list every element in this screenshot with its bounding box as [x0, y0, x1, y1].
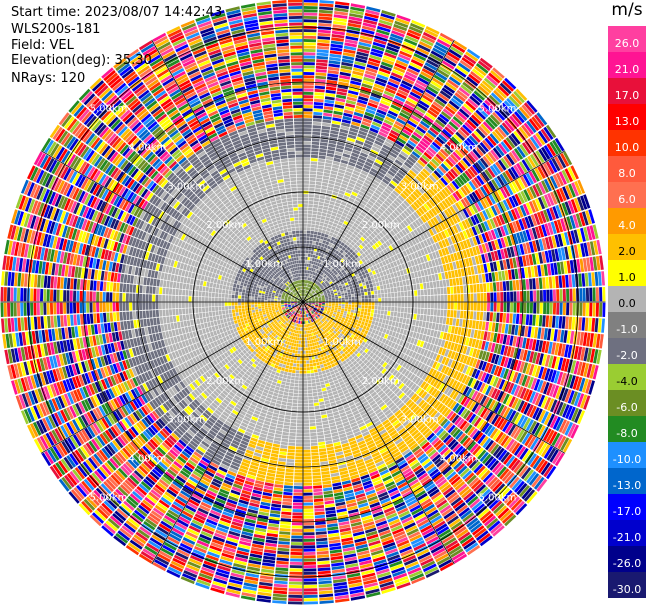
range-ring-label: 3.00km: [401, 415, 439, 426]
colorbar-swatch: [608, 442, 646, 469]
range-ring-label: 2.00km: [206, 376, 244, 387]
colorbar-swatch: [608, 390, 646, 417]
colorbar-swatch: [608, 494, 646, 521]
colorbar-tick-label: -1.0: [616, 323, 637, 336]
colorbar-tick-label: 17.0: [615, 89, 640, 102]
colorbar-tick-label: 10.0: [615, 141, 640, 154]
colorbar-swatch: [608, 546, 646, 573]
colorbar-tick-label: 21.0: [615, 63, 640, 76]
colorbar-swatch: [608, 234, 646, 261]
colorbar-tick-label: 2.0: [618, 245, 636, 258]
instrument-label: WLS200s-181: [11, 22, 101, 37]
colorbar: 26.0 21.0 17.0 13.0 10.0 8.0 6.0 4.0 2.0 1.0 0.0 -1…: [608, 26, 646, 598]
colorbar-tick-label: -2.0: [616, 349, 637, 362]
range-ring-label: 3.00km: [167, 415, 205, 426]
colorbar-tick-label: -30.0: [613, 583, 641, 596]
colorbar-tick-label: 13.0: [615, 115, 640, 128]
colorbar-swatch: [608, 286, 646, 313]
colorbar-swatch: [608, 52, 646, 79]
azimuth-spoke: [40, 150, 304, 303]
velocity-bins: [0, 0, 606, 605]
range-ring-label: 5.00km: [479, 493, 517, 504]
colorbar-swatch: [608, 104, 646, 131]
colorbar-tick-label: -8.0: [616, 427, 637, 440]
azimuth-spokes: [0, 0, 606, 605]
colorbar-tick-label: 4.0: [618, 219, 636, 232]
colorbar-swatch: [608, 156, 646, 183]
elevation-label: Elevation(deg): 35.30: [11, 53, 152, 68]
colorbar-swatch: [608, 260, 646, 287]
range-ring-label: 4.00km: [440, 454, 478, 465]
colorbar-tick-label: 26.0: [615, 37, 640, 50]
colorbar-swatch: [608, 416, 646, 443]
colorbar-swatch: [608, 338, 646, 365]
range-ring-label: 1.00km: [245, 259, 283, 270]
colorbar-tick-label: 8.0: [618, 167, 636, 180]
colorbar-swatch: [608, 78, 646, 105]
range-ring-label: 3.00km: [401, 181, 439, 192]
colorbar-swatch: [608, 130, 646, 157]
range-ring-label: 4.00km: [440, 142, 478, 153]
range-ring-label: 5.00km: [90, 104, 128, 115]
colorbar-tick-label: -21.0: [613, 531, 641, 544]
azimuth-spoke: [302, 150, 566, 303]
colorbar-swatch: [608, 312, 646, 339]
range-ring-label: 1.00km: [245, 337, 283, 348]
range-ring-label: 1.00km: [323, 337, 361, 348]
ppi-velocity-plot: 1.00km 1.00km 1.00km 1.00km 2.00km 2.00km 2.00…: [0, 0, 606, 605]
range-ring-label: 4.00km: [128, 142, 166, 153]
colorbar-tick-label: 6.0: [618, 193, 636, 206]
field-label: Field: VEL: [11, 38, 74, 53]
azimuth-spoke: [40, 301, 304, 454]
azimuth-spoke: [302, 301, 455, 565]
colorbar-tick-label: 0.0: [618, 297, 636, 310]
range-ring-label: 2.00km: [362, 220, 400, 231]
colorbar-swatch: [608, 182, 646, 209]
colorbar-swatch: [608, 520, 646, 547]
colorbar-swatch: [608, 364, 646, 391]
range-ring-label: 5.00km: [479, 104, 517, 115]
azimuth-spoke: [151, 301, 304, 565]
colorbar-swatch: [608, 208, 646, 235]
range-ring-label: 1.00km: [323, 259, 361, 270]
range-ring-label: 2.00km: [206, 220, 244, 231]
range-ring-labels: 1.00km 1.00km 1.00km 1.00km 2.00km 2.00km 2.00…: [90, 104, 517, 504]
nrays-label: NRays: 120: [11, 71, 86, 86]
range-ring-label: 4.00km: [128, 454, 166, 465]
colorbar-tick-label: -6.0: [616, 401, 637, 414]
azimuth-spoke: [151, 39, 304, 303]
colorbar-swatch: [608, 572, 646, 598]
colorbar-tick-label: -10.0: [613, 453, 641, 466]
colorbar-swatch: [608, 26, 646, 53]
colorbar-swatch: [608, 468, 646, 495]
azimuth-spoke: [302, 301, 566, 454]
range-ring-label: 3.00km: [167, 181, 205, 192]
range-ring-label: 2.00km: [362, 376, 400, 387]
colorbar-tick-label: 1.0: [618, 271, 636, 284]
start-time-label: Start time: 2023/08/07 14:42:43: [11, 5, 223, 20]
colorbar-tick-label: -17.0: [613, 505, 641, 518]
colorbar-tick-label: -4.0: [616, 375, 637, 388]
azimuth-spoke: [302, 39, 455, 303]
colorbar-tick-label: -26.0: [613, 557, 641, 570]
colorbar-tick-label: -13.0: [613, 479, 641, 492]
range-ring-label: 5.00km: [90, 493, 128, 504]
colorbar-title: m/s: [611, 0, 643, 20]
